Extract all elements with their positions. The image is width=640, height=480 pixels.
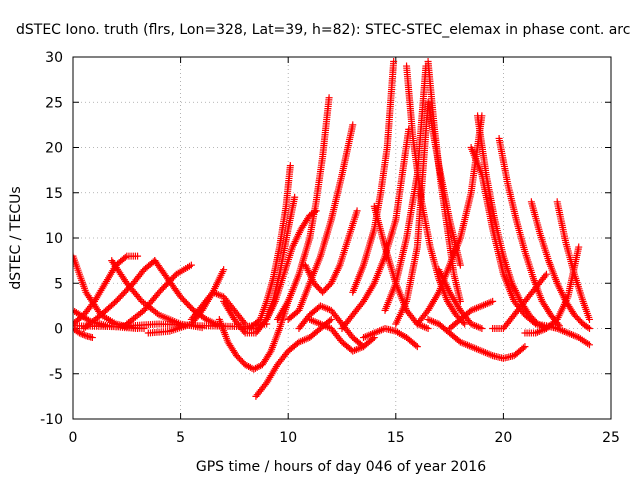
data-point-marker [424,325,432,332]
series-arc [187,288,249,328]
series-arc [424,58,464,305]
x-tick-label: 0 [69,430,78,446]
data-point-marker [461,320,469,328]
x-tick-label: 10 [279,430,297,446]
data-point-marker [585,341,593,349]
data-point-marker [75,329,83,337]
y-tick-label: 15 [45,186,63,202]
data-point-marker [584,323,592,331]
series-arc [446,297,497,332]
series-arc [301,207,361,296]
data-point-marker [412,341,420,349]
data-point-marker [325,94,333,102]
series-arc [273,94,333,323]
x-tick-label: 20 [494,430,512,446]
data-point-marker [73,306,77,314]
data-point-marker [134,252,142,260]
data-point-marker [220,266,228,274]
data-point-marker [136,296,144,304]
data-point-marker [73,252,77,260]
data-point-marker [519,344,527,352]
y-tick-label: 0 [54,322,63,338]
series-arc [553,198,593,323]
y-ticks: -10 -5 0 5 10 15 20 25 30 [40,50,611,428]
y-tick-label: 10 [45,231,63,247]
series-arc [123,261,195,328]
y-axis-label: dSTEC / TECUs [8,186,24,289]
data-point-marker [79,330,87,338]
y-tick-label: 30 [45,50,63,66]
data-point-marker [541,272,549,280]
series-arc [295,302,368,351]
series-arc [424,315,529,362]
data-point-marker [138,308,146,316]
data-point-marker [390,58,398,66]
series-arc [392,98,464,328]
series-arc [284,121,357,323]
series-arc [489,270,550,332]
data-point-marker [358,299,366,307]
data-point-marker [187,261,195,269]
data-point-marker [88,334,96,342]
data-points [73,58,593,400]
series-arc [532,320,593,349]
x-tick-label: 5 [176,430,185,446]
data-point-marker [489,297,497,305]
y-tick-label: -5 [49,367,63,383]
plot-frame [72,56,612,420]
data-point-marker [240,318,248,326]
y-tick-label: 20 [45,141,63,157]
data-point-marker [413,343,421,351]
data-point-marker [423,308,431,316]
data-point-marker [349,121,357,129]
series-arc [527,198,593,332]
data-point-marker [542,270,550,278]
data-point-marker [266,349,274,357]
y-tick-label: 5 [54,276,63,292]
series-arc [80,257,159,332]
y-tick-label: -10 [40,412,63,428]
y-tick-label: 25 [45,95,63,111]
series-arc [495,134,563,330]
data-point-marker [353,207,361,215]
data-point-marker [575,243,583,251]
data-point-marker [77,330,85,338]
series-arc [349,58,398,296]
data-point-marker [456,261,464,269]
data-point-marker [291,193,299,201]
data-point-marker [286,162,294,170]
x-tick-label: 25 [602,430,620,446]
x-tick-label: 15 [387,430,405,446]
grid-lines [73,57,611,419]
x-ticks: 0 5 10 15 20 25 [69,57,620,446]
data-point-marker [80,331,88,339]
data-point-marker [153,310,161,318]
data-point-marker [326,317,334,325]
data-point-marker [89,299,97,307]
series-arc [360,325,421,351]
data-point-marker [585,315,593,323]
data-point-marker [121,253,129,261]
data-point-marker [585,325,593,332]
data-point-marker [478,325,486,332]
chart-title: dSTEC Iono. truth (flrs, Lon=328, Lat=39… [16,22,630,38]
data-point-marker [261,380,269,388]
data-point-marker [327,315,335,323]
data-point-marker [521,343,529,351]
series-arc [521,243,583,337]
series-arc [245,162,294,332]
x-axis-label: GPS time / hours of day 046 of year 2016 [196,459,486,475]
series-arc [306,315,378,355]
